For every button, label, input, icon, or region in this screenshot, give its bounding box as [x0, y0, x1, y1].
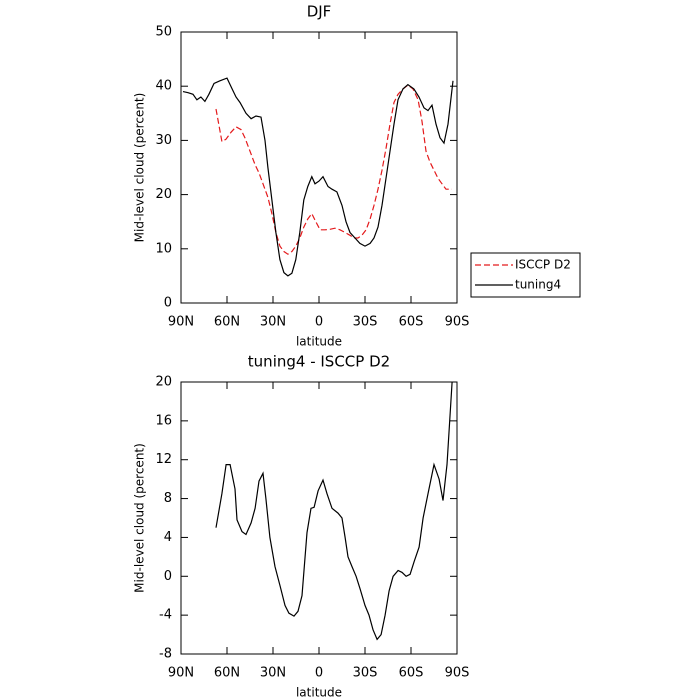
- y-tick-label: 30: [155, 133, 172, 148]
- y-tick-label: 20: [155, 375, 172, 390]
- y-tick-label: -8: [159, 647, 172, 662]
- y-tick-label: 10: [155, 241, 172, 256]
- legend-box: [470, 252, 581, 298]
- legend-label: ISCCP D2: [515, 258, 571, 272]
- y-tick-label: 50: [155, 25, 172, 40]
- y-tick-label: 4: [164, 530, 172, 545]
- y-tick-label: 8: [164, 491, 172, 506]
- x-tick-label: 90S: [445, 666, 470, 681]
- x-tick-label: 30N: [260, 315, 286, 330]
- x-tick-label: 0: [315, 666, 323, 681]
- y-tick-label: 20: [155, 187, 172, 202]
- plot-frame: [180, 31, 458, 304]
- x-tick-label: 90S: [445, 315, 470, 330]
- y-axis-label: Mid-level cloud (percent): [133, 93, 147, 243]
- y-tick-label: 0: [164, 569, 172, 584]
- y-tick-label: 40: [155, 79, 172, 94]
- x-tick-label: 60N: [214, 666, 240, 681]
- x-tick-label: 0: [315, 315, 323, 330]
- x-tick-label: 60S: [399, 315, 424, 330]
- x-tick-label: 60N: [214, 315, 240, 330]
- y-tick-label: 0: [164, 296, 172, 311]
- series-line: [215, 84, 452, 255]
- x-tick-label: 30S: [353, 666, 378, 681]
- chart-title: DJF: [307, 3, 332, 21]
- y-tick-label: -4: [159, 608, 172, 623]
- x-tick-label: 90N: [168, 666, 194, 681]
- y-tick-label: 16: [155, 413, 172, 428]
- x-axis-label: latitude: [296, 686, 342, 700]
- y-axis-label: Mid-level cloud (percent): [133, 443, 147, 593]
- y-tick-label: 12: [155, 452, 172, 467]
- x-tick-label: 60S: [399, 666, 424, 681]
- x-axis-label: latitude: [296, 335, 342, 349]
- series-line: [215, 381, 453, 641]
- legend-label: tuning4: [515, 278, 561, 292]
- series-line: [182, 77, 454, 277]
- x-tick-label: 30N: [260, 666, 286, 681]
- x-tick-label: 30S: [353, 315, 378, 330]
- x-tick-label: 90N: [168, 315, 194, 330]
- chart-title: tuning4 - ISCCP D2: [248, 353, 390, 371]
- plot-frame: [180, 381, 458, 655]
